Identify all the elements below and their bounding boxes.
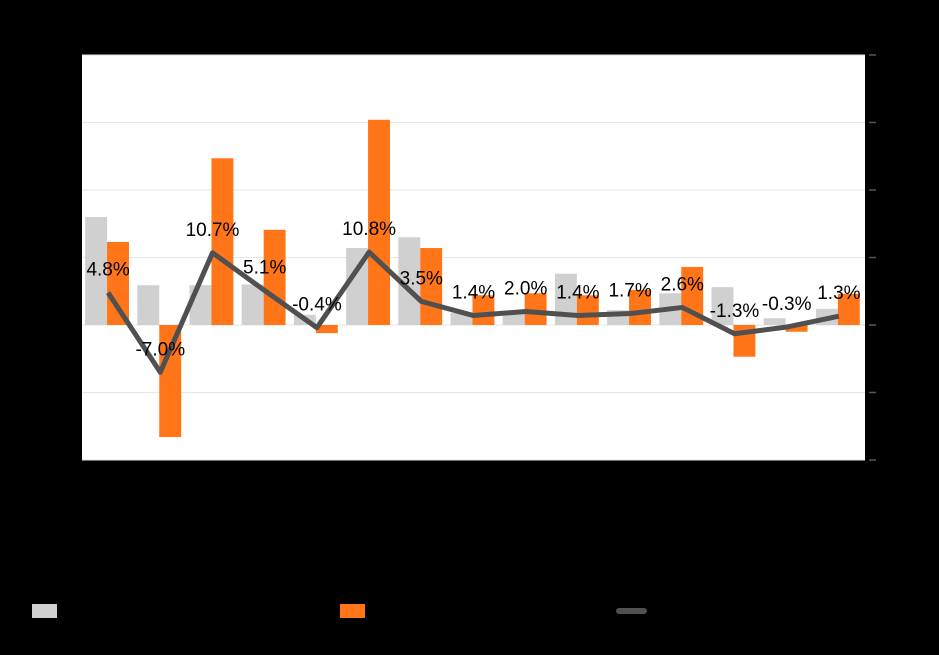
bar	[189, 285, 212, 325]
bar	[711, 287, 734, 325]
bar	[315, 325, 338, 334]
bar	[85, 217, 108, 325]
data-label: 10.8%	[342, 219, 396, 240]
data-label: 3.5%	[400, 268, 443, 289]
data-label: 5.1%	[243, 258, 286, 279]
data-label: -0.3%	[762, 294, 812, 315]
data-label: -0.4%	[292, 295, 342, 316]
bar	[502, 312, 525, 325]
data-label: 10.7%	[186, 220, 240, 241]
data-label: -7.0%	[135, 339, 185, 360]
data-label: 2.6%	[661, 274, 704, 295]
data-label: 2.0%	[504, 279, 547, 300]
bar	[346, 248, 369, 325]
bar	[159, 325, 182, 438]
bar	[785, 325, 808, 332]
bar	[107, 241, 129, 325]
line	[106, 249, 840, 375]
legend-swatch	[32, 604, 57, 618]
data-label: 1.4%	[556, 283, 599, 304]
data-label: -1.3%	[710, 301, 760, 322]
bar	[763, 318, 786, 325]
bar	[368, 119, 390, 325]
bar	[398, 237, 421, 325]
data-label: 1.4%	[452, 283, 495, 304]
bar	[137, 285, 160, 325]
bar	[524, 293, 547, 325]
data-label: 1.7%	[608, 281, 651, 302]
bar	[629, 289, 651, 325]
bar	[241, 284, 264, 325]
data-label: 4.8%	[86, 260, 129, 281]
bar	[211, 158, 234, 325]
legend-swatch	[340, 604, 365, 618]
bar	[837, 293, 860, 325]
data-label: 1.3%	[817, 283, 860, 304]
